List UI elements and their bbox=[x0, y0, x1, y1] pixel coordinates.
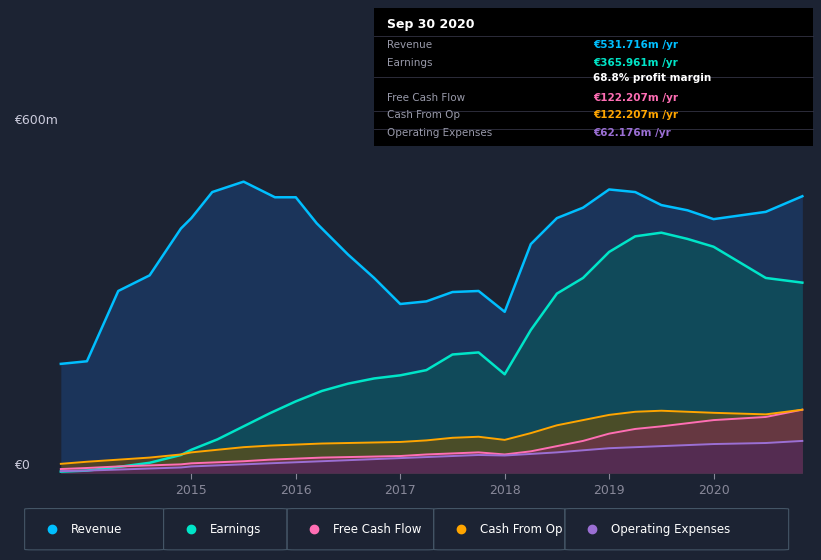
Text: €62.176m /yr: €62.176m /yr bbox=[594, 128, 671, 138]
Text: €365.961m /yr: €365.961m /yr bbox=[594, 58, 678, 68]
Text: Free Cash Flow: Free Cash Flow bbox=[333, 522, 422, 536]
Text: €600m: €600m bbox=[15, 114, 58, 127]
Text: Earnings: Earnings bbox=[210, 522, 261, 536]
Text: Operating Expenses: Operating Expenses bbox=[611, 522, 731, 536]
Text: Revenue: Revenue bbox=[71, 522, 122, 536]
Text: €122.207m /yr: €122.207m /yr bbox=[594, 110, 678, 120]
Text: Cash From Op: Cash From Op bbox=[480, 522, 562, 536]
Text: Revenue: Revenue bbox=[387, 40, 432, 50]
Text: €531.716m /yr: €531.716m /yr bbox=[594, 40, 678, 50]
Text: Operating Expenses: Operating Expenses bbox=[387, 128, 492, 138]
Text: €0: €0 bbox=[15, 459, 30, 472]
Text: Sep 30 2020: Sep 30 2020 bbox=[387, 18, 475, 31]
Text: Free Cash Flow: Free Cash Flow bbox=[387, 92, 465, 102]
Text: €122.207m /yr: €122.207m /yr bbox=[594, 92, 678, 102]
Text: 68.8% profit margin: 68.8% profit margin bbox=[594, 73, 712, 83]
Text: Earnings: Earnings bbox=[387, 58, 432, 68]
Text: Cash From Op: Cash From Op bbox=[387, 110, 460, 120]
